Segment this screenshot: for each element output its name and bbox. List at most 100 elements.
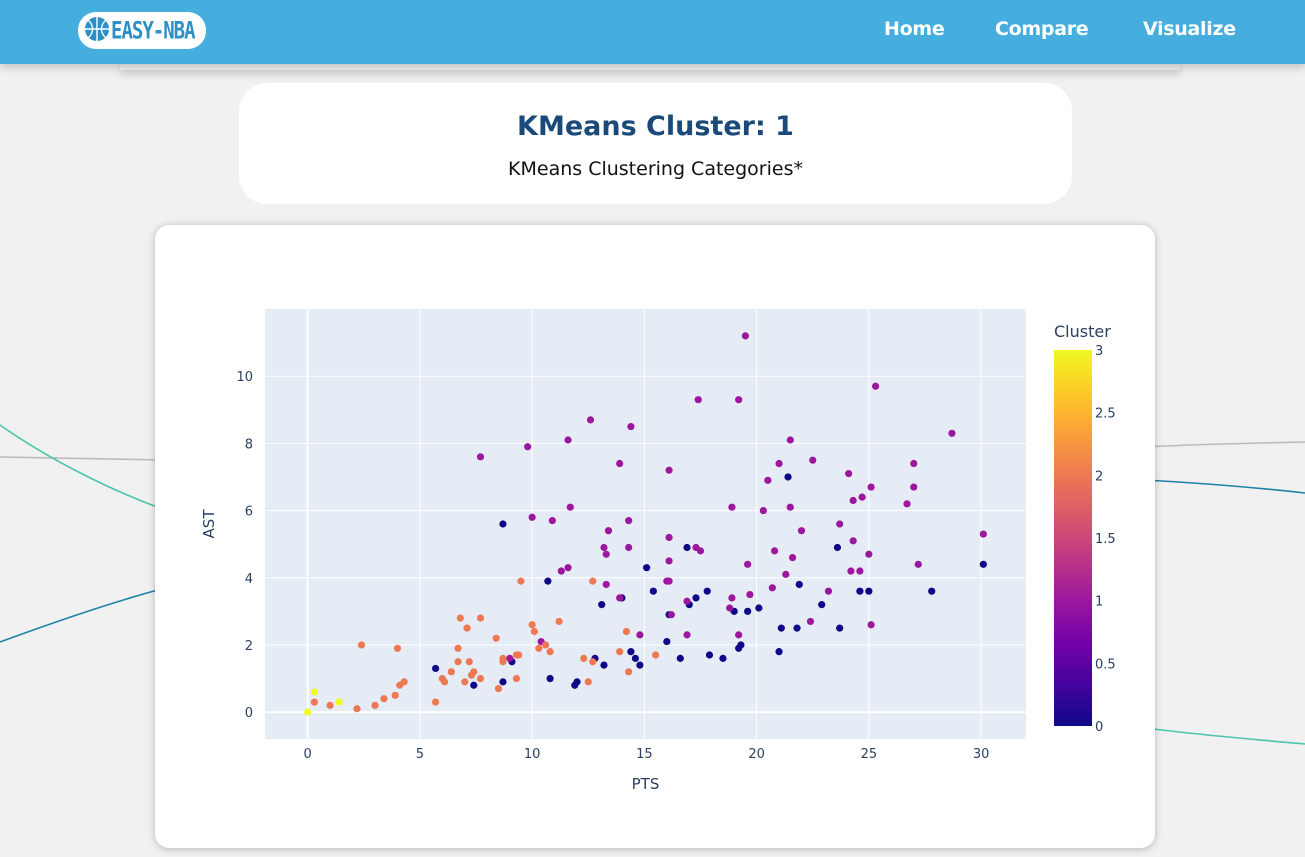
x-tick-label: 5 [416,747,424,762]
scatter-point [326,701,334,710]
logo-text: EASY-NBA [111,17,196,45]
bg-teal-line-right [1144,727,1305,745]
scatter-point [310,698,318,706]
scatter-point [393,644,402,652]
nav-link-home[interactable]: Home [884,18,945,40]
scatter-point [461,678,469,686]
y-tick-label: 4 [245,572,253,587]
plot-area [265,309,1026,739]
page-subtitle: KMeans Clustering Categories* [508,158,803,180]
scatter-point [580,654,588,662]
scatter-point [775,459,783,468]
scatter-point [463,624,471,632]
scatter-point [564,436,572,444]
title-card: KMeans Cluster: 1 KMeans Clustering Cate… [239,83,1072,204]
scatter-point [865,587,873,595]
scatter-point [979,560,987,568]
scatter-point [476,453,485,461]
scatter-point [353,705,361,713]
scatter-point [683,543,691,552]
scatter-point [665,577,673,585]
scatter-point [636,631,644,639]
colorbar-tick-label: 1 [1095,595,1103,610]
scatter-point [304,708,312,716]
scatter-point [584,678,592,686]
scatter-point [512,674,521,683]
scatter-point [836,520,844,528]
scatter-point [793,624,801,632]
scatter-point [914,560,922,568]
scatter-point [786,503,794,511]
scatter-point [845,470,853,478]
scatter-point [499,678,507,686]
scatter-point [616,459,624,468]
scatter-point [555,617,563,626]
scatter-point [759,506,767,515]
scatter-point [432,664,440,673]
scatter-point [604,527,613,535]
scatter-point [631,654,639,662]
scatter-point [602,580,610,589]
y-tick-label: 0 [245,706,253,721]
scatter-point [548,517,556,525]
bg-gray-line-left [0,456,166,461]
scatter-point [544,577,552,585]
scatter-point [391,691,399,699]
scatter-point [683,631,691,639]
navbar: EASY-NBA Home Compare Visualize [0,0,1305,64]
nav-link-compare[interactable]: Compare [995,18,1089,40]
colorbar-title: Cluster [1054,322,1111,341]
scatter-point [683,597,691,605]
scatter-point [910,483,918,491]
scatter-point [770,547,779,555]
scatter-point [665,557,673,565]
scatter-point [775,648,783,656]
scatter-point [528,513,536,521]
scatter-point [744,607,752,615]
scatter-point [910,459,918,468]
scatter-point [465,658,473,666]
logo[interactable]: EASY-NBA [78,12,206,49]
scatter-point [470,668,478,676]
scatter-point [528,621,536,629]
scatter-point [755,604,763,612]
bg-blue-line-left [0,587,166,643]
bg-gray-line-right [1144,441,1305,448]
scatter-point [616,594,624,602]
scatter-point [824,587,833,595]
scatter-point [692,594,700,602]
x-axis-label: PTS [632,775,660,793]
nav-link-visualize[interactable]: Visualize [1143,18,1236,40]
scatter-point [768,584,776,592]
scatter-point [649,587,657,595]
y-tick-label: 2 [245,639,253,654]
scatter-point [979,530,987,538]
x-tick-label: 25 [861,747,878,762]
scatter-point [542,641,550,649]
scatter-point [928,587,936,595]
scatter-point [726,604,734,612]
scatter-point [694,396,702,404]
scatter-point [499,658,507,666]
scatter-point [818,601,826,609]
scatter-point [652,651,660,659]
scatter-point [777,624,785,632]
scatter-point [494,685,503,693]
scatter-point [627,422,635,431]
y-axis-label: AST [200,509,218,539]
scatter-point [867,483,875,491]
scatter-point [665,533,673,542]
scatter-point [573,678,581,686]
scatter-point [557,567,565,575]
scatter-point [515,651,523,659]
scatter-point [784,473,792,481]
bg-teal-line-left [0,424,166,511]
x-tick-label: 30 [973,747,990,762]
scatter-point [380,695,388,703]
scatter-point [788,553,797,562]
scatter-point [735,631,743,639]
scatter-chart[interactable]: 0 5 10 15 20 25 30 0 2 4 6 8 10 PTS AST Cluster 0 0.5 1 1.5… [155,225,1155,848]
scatter-point [517,577,525,585]
scatter-point [797,527,806,535]
